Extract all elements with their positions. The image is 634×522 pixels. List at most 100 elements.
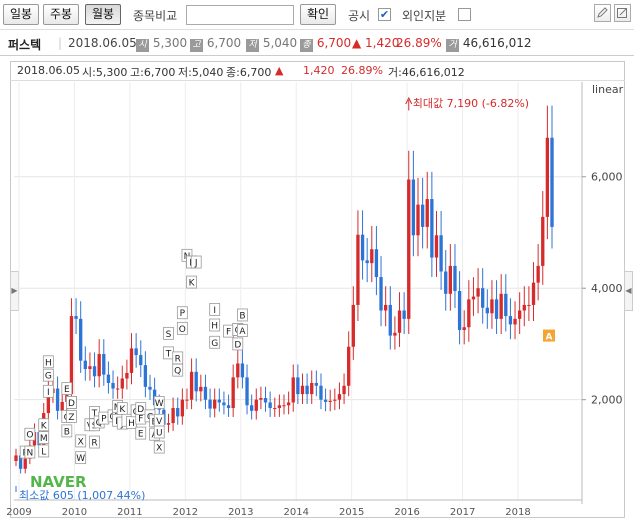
event-marker-label: T [91,409,98,419]
event-marker-box [75,434,87,448]
candle-body [508,316,513,325]
compare-input[interactable] [186,5,294,25]
event-marker-box [190,255,202,269]
candle-body [485,307,489,314]
chart-head-date: 2018.06.05 [17,64,80,77]
candle-body [199,386,203,392]
max-arrow [405,96,413,105]
candle-body [286,402,291,406]
event-marker: U [153,425,165,439]
event-marker-label: Z [68,413,74,423]
candle-body [55,388,60,411]
event-marker-label: F [138,415,143,425]
event-marker-label: H [45,358,52,368]
volume-group: 거 46,616,012 [446,36,532,52]
event-marker-label: R [175,354,181,364]
event-marker: H [209,318,221,332]
pencil-icon[interactable] [594,4,611,22]
event-marker: A [237,324,248,337]
event-marker: G [42,368,54,382]
event-marker-label: H [128,419,135,429]
event-marker-box [38,444,50,458]
event-marker-box [66,396,77,409]
event-marker-box [24,445,36,459]
candle-body [527,304,531,306]
event-marker: W [153,396,165,409]
event-marker-label: S [166,330,172,340]
x-tick-label: 2015 [339,507,364,518]
candle-body [333,399,337,401]
candle-body [46,392,51,414]
event-marker-box [24,427,36,441]
candle-body [106,374,111,383]
event-marker-box [38,418,50,432]
event-marker-box [153,396,165,409]
candle-body [60,401,64,411]
change-value: ▲ 1,420 [352,36,400,50]
y-tick-label: 6,000 [591,171,623,184]
candle-body [462,327,466,331]
candle-body [541,216,545,266]
foreign-ownership-checkbox[interactable] [458,8,471,21]
max-value-label: 최대값 7,190 (-6.82%) [413,97,529,110]
event-marker-label: D [68,399,75,409]
event-marker: X [75,434,87,448]
candle-body [328,400,332,402]
event-marker-label: W [155,399,164,409]
candle-body [517,310,522,319]
candle-body [203,386,208,400]
event-marker: H [42,355,54,368]
candle-body [319,385,323,400]
x-tick-label: 2017 [450,507,475,518]
candle-body [180,399,185,417]
candle-body [277,405,282,409]
candle-body [383,304,388,311]
candle-body [291,377,295,403]
weekly-button[interactable]: 주봉 [43,4,79,25]
confirm-button[interactable]: 확인 [300,4,336,25]
candle-body [171,408,175,424]
candle-body [240,363,245,378]
event-marker-label: P [101,415,107,425]
event-marker-box [153,440,165,454]
event-marker: N [24,445,36,459]
right-panel-toggle[interactable]: ◀ [624,271,633,311]
monthly-button[interactable]: 월봉 [85,4,121,25]
candle-body [74,316,78,319]
candle-body [323,399,328,402]
event-marker: D [232,337,244,350]
event-marker: K [186,275,197,289]
edit-icon[interactable] [614,4,631,22]
badge-box [543,329,555,342]
candle-body [111,382,115,389]
event-marker-label: M [40,434,48,444]
change-percent: 26.89% [396,36,442,50]
event-marker-box [209,318,221,332]
event-marker-label: X [78,437,84,447]
event-marker-box [163,326,174,340]
low-group: 저 5,040 [246,36,297,52]
chart-head-open: 시:5,300 [82,66,128,79]
candle-body [388,304,392,336]
y-tick-label: 2,000 [591,394,623,407]
candle-body [481,288,485,308]
event-marker-label: K [119,405,126,415]
event-marker-box [135,426,147,440]
x-axis: 2009 2010 2011 2012 2013 2014 2015 2016 2017 2018 [6,499,582,518]
candle-body [407,179,411,319]
close-value: 6,700 [316,36,352,50]
candle-body [166,423,171,425]
x-tick-label: 2010 [62,507,87,518]
event-marker: Q [172,363,184,377]
event-marker: D [66,396,77,409]
x-tick-label: 2009 [6,507,31,518]
event-marker-box [61,424,73,438]
disclosure-checkbox[interactable]: ✔ [378,8,391,21]
candle-body [120,378,124,389]
candle-body [263,398,268,403]
daily-button[interactable]: 일봉 [3,4,39,25]
candle-body [545,137,550,217]
candle-body [79,318,83,361]
compare-label: 종목비교 [133,9,178,23]
candle-body [213,399,217,409]
